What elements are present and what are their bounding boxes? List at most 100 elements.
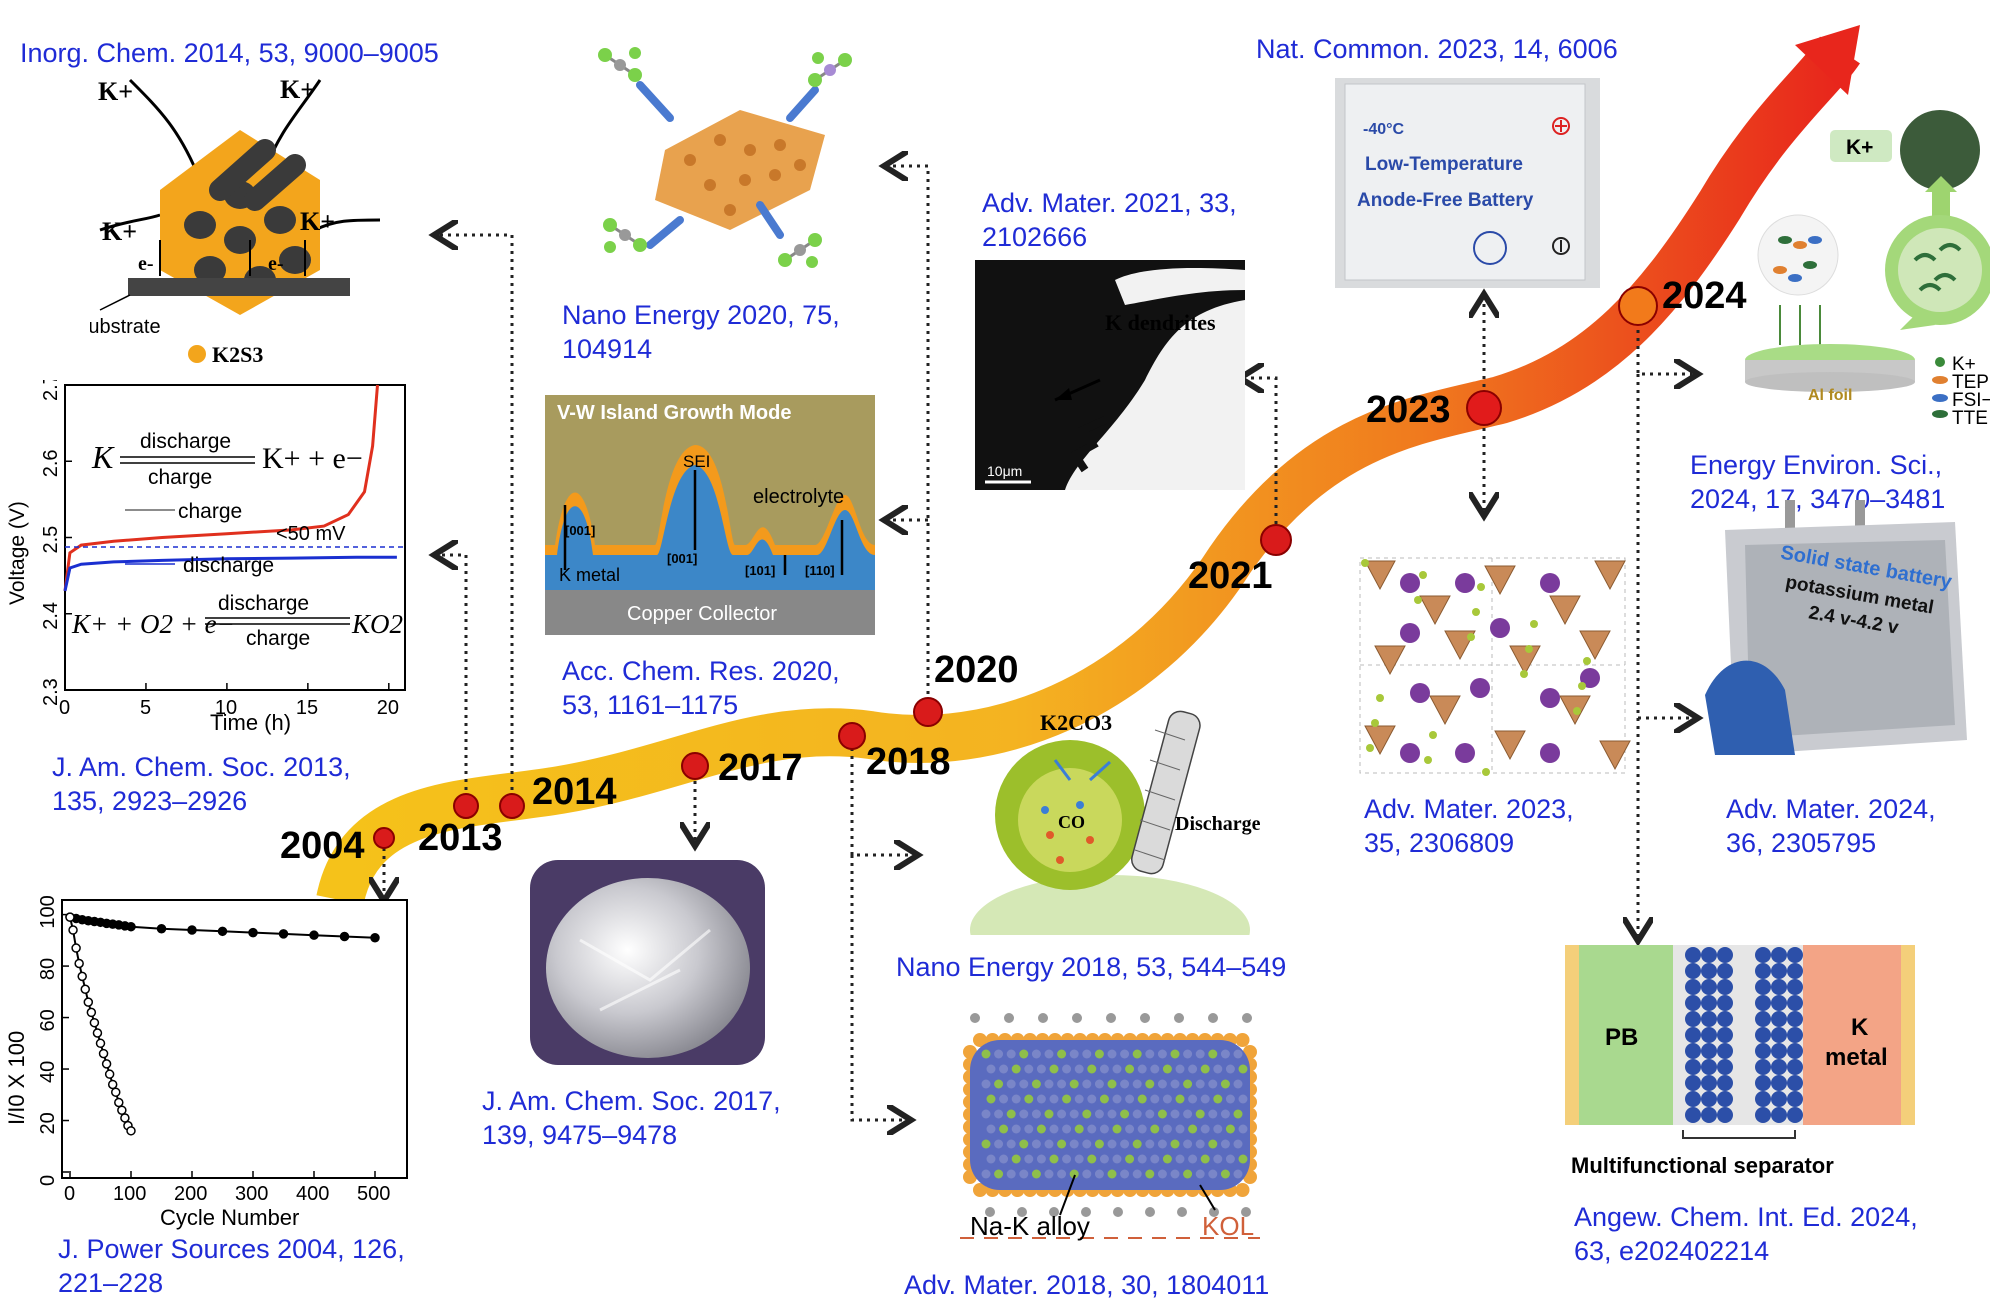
k-ion-label: K+	[280, 75, 315, 104]
x-tick-label: 200	[174, 1183, 207, 1205]
alloy-atom	[1107, 1169, 1117, 1179]
connector-2024a	[1636, 306, 1692, 374]
alloy-atom	[1036, 1124, 1046, 1134]
bright-region	[1065, 300, 1245, 490]
anion-atom	[1429, 731, 1437, 739]
alloy-atom	[999, 1064, 1009, 1074]
alloy-atom	[981, 1139, 991, 1149]
ref-2013: J. Am. Chem. Soc. 2013,	[52, 752, 351, 782]
alloy-atom	[1170, 1139, 1180, 1149]
gas-atom	[1072, 1013, 1082, 1023]
y-tick-label: 2.6	[40, 449, 62, 477]
alloy-atom	[1082, 1169, 1092, 1179]
alloy-atom	[1062, 1154, 1072, 1164]
alloy-atom	[1145, 1169, 1155, 1179]
alloy-atom	[1107, 1079, 1117, 1089]
anion-atom	[1424, 756, 1432, 764]
polyhedron	[1594, 560, 1626, 591]
plot-frame	[61, 899, 408, 1179]
separator-particle	[1787, 1091, 1803, 1107]
alloy-atom	[1094, 1049, 1104, 1059]
x-tick-label: 400	[296, 1183, 329, 1205]
separator-particle	[1717, 1043, 1733, 1059]
ref-2024c-b: 63, e202402214	[1574, 1236, 1770, 1266]
alloy-atom	[1011, 1154, 1021, 1164]
y-tick-label: 60	[37, 1009, 59, 1031]
legend-swatch	[188, 345, 206, 363]
alloy-atom	[1036, 1154, 1046, 1164]
kol-atom	[973, 1183, 987, 1197]
separator-particle	[1755, 1091, 1771, 1107]
gas-atom	[1209, 1207, 1219, 1217]
panel-2023b-crystal-structure	[1359, 557, 1631, 776]
panel-2020a-molecule	[598, 47, 852, 268]
alloy-atom	[1162, 1064, 1172, 1074]
alloy-atom	[1208, 1079, 1218, 1089]
separator-particle	[1787, 1075, 1803, 1091]
alloy-atom	[999, 1154, 1009, 1164]
x-tick-label: 5	[140, 697, 151, 719]
co-label: CO	[1058, 812, 1085, 832]
alloy-atom	[1082, 1049, 1092, 1059]
dot-2020	[913, 697, 943, 727]
ref-2018a: Nano Energy 2018, 53, 544–549	[896, 952, 1287, 982]
data-point	[74, 958, 84, 969]
separator-particle	[1701, 995, 1717, 1011]
ref-2020a-b: 104914	[562, 334, 653, 364]
alloy-atom	[1107, 1139, 1117, 1149]
eq2-top: discharge	[218, 592, 309, 615]
separator-particle	[1701, 963, 1717, 979]
data-point	[68, 925, 78, 935]
alloy-atom	[994, 1109, 1004, 1119]
alloy-atom	[1188, 1094, 1198, 1104]
alloy-atom	[1233, 1049, 1243, 1059]
eq1-top: discharge	[140, 430, 231, 453]
alloy-atom	[1213, 1094, 1223, 1104]
facet-label: [101]	[745, 563, 775, 578]
polyhedron	[1484, 565, 1516, 596]
alloy-atom	[981, 1109, 991, 1119]
anion-atom	[1414, 596, 1422, 604]
separator-particle	[1755, 1075, 1771, 1091]
data-point	[95, 1038, 106, 1049]
x-tick-label: 15	[296, 697, 318, 719]
separator-particle	[1685, 1043, 1701, 1059]
eq2-right: KO2	[351, 609, 403, 639]
separator-particle	[1717, 963, 1733, 979]
alloy-atom	[1150, 1154, 1160, 1164]
discharge-label: Discharge	[1175, 813, 1261, 835]
data-point	[217, 926, 228, 937]
polyhedron	[1579, 630, 1611, 661]
alloy-atom	[1069, 1109, 1079, 1119]
alloy-atom	[986, 1094, 996, 1104]
separator-particle	[1717, 979, 1733, 995]
alloy-atom	[1213, 1124, 1223, 1134]
k-atom	[1400, 743, 1420, 763]
alloy-atom	[1019, 1049, 1029, 1059]
alloy-atom	[1125, 1064, 1135, 1074]
polyhedron	[1374, 645, 1406, 676]
k-ion-path	[99, 213, 161, 232]
polyhedron	[1509, 645, 1541, 676]
polyhedron	[1419, 595, 1451, 626]
eq1-bottom: charge	[148, 466, 212, 489]
alloy-atom	[1183, 1169, 1193, 1179]
separator-particle	[1701, 1011, 1717, 1027]
eq1-right: K+ + e−	[262, 442, 363, 475]
inner-core	[1018, 768, 1122, 872]
ref-2013-b: 135, 2923–2926	[52, 786, 248, 816]
pb-electrode	[1579, 945, 1674, 1125]
x-tick-label: 500	[357, 1183, 390, 1205]
alloy-atom	[1019, 1079, 1029, 1089]
alloy-atom	[1157, 1049, 1167, 1059]
x-tick-label: 100	[113, 1183, 146, 1205]
ref-2020b-b: 53, 1161–1175	[562, 690, 739, 720]
alloy-atom	[1195, 1139, 1205, 1149]
alloy-atom	[986, 1154, 996, 1164]
alloy-atom	[1132, 1049, 1142, 1059]
ref-2021-b: 2102666	[982, 222, 1088, 252]
data-point	[126, 1126, 136, 1136]
plot-frame	[64, 384, 406, 691]
x-tick-label: 20	[377, 697, 399, 719]
k-atom	[1580, 668, 1600, 688]
